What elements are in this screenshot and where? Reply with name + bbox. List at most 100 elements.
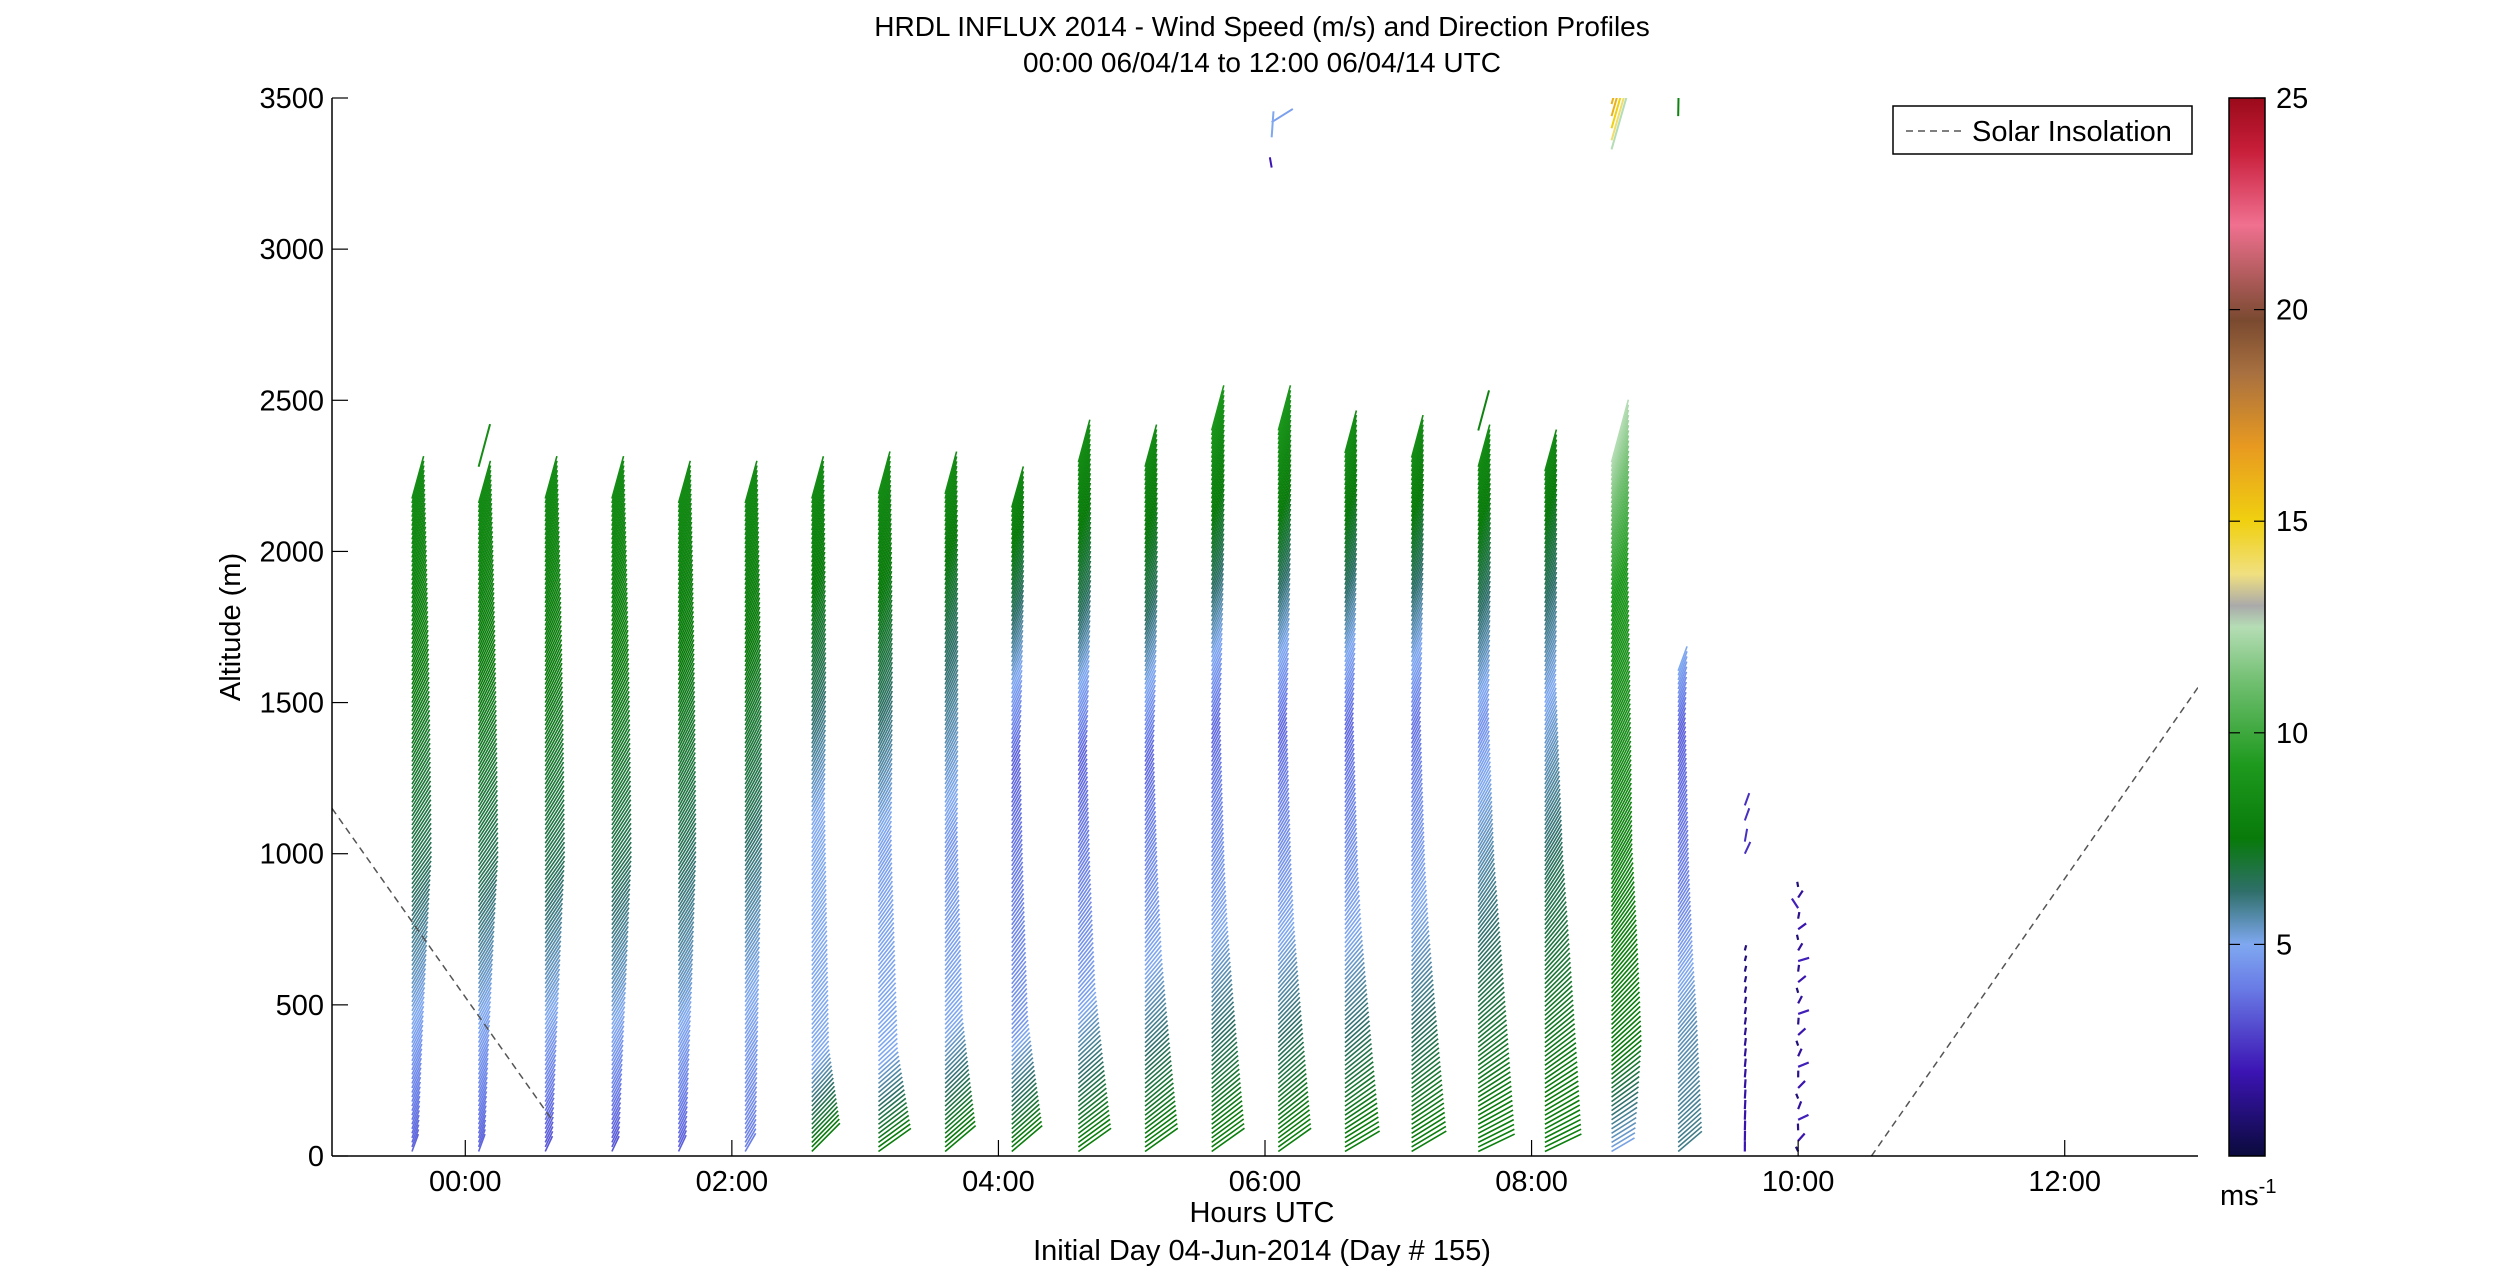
wind-barb (877, 796, 893, 821)
wind-barb (611, 846, 632, 876)
wind-barb (1677, 1015, 1698, 1039)
wind-barb (1144, 526, 1158, 563)
wind-barb (1610, 656, 1631, 699)
wind-barb (677, 615, 695, 653)
wind-barb (1144, 833, 1157, 853)
wind-barb (1477, 522, 1492, 558)
wind-barb (411, 592, 428, 631)
wind-barb (1344, 1011, 1370, 1035)
wind-barb (1077, 973, 1096, 994)
wind-barb (1544, 994, 1574, 1021)
wind-barb (477, 1038, 490, 1062)
wind-barb (544, 667, 563, 703)
wind-barb (1477, 551, 1492, 585)
wind-barb (611, 610, 629, 649)
wind-barb (677, 893, 696, 921)
wind-barb (677, 785, 697, 817)
wind-barb (1610, 948, 1639, 980)
wind-barb (611, 474, 625, 517)
wind-barb (1144, 1123, 1178, 1148)
wind-barb (1077, 680, 1090, 703)
wind-barb (744, 833, 763, 862)
wind-barb (1144, 575, 1158, 608)
wind-barb (544, 690, 564, 726)
wind-barb (411, 860, 432, 889)
wind-barb (1544, 815, 1562, 844)
wind-barb (544, 1040, 558, 1062)
wind-barb (477, 851, 499, 880)
wind-barb (877, 996, 897, 1016)
wind-barb (1344, 725, 1355, 744)
wind-barb (1477, 536, 1492, 572)
wind-barb (477, 629, 496, 667)
wind-barb (1677, 775, 1688, 794)
wind-barb (611, 1054, 624, 1075)
wind-barb (1344, 993, 1368, 1017)
wind-barb (677, 484, 692, 526)
wind-barb (544, 761, 565, 794)
wind-barb (677, 1020, 691, 1044)
wind-barb (1077, 419, 1091, 463)
wind-barb (1610, 1005, 1641, 1035)
wind-barb (1410, 547, 1424, 581)
wind-barb (944, 616, 959, 649)
wind-barb (744, 941, 761, 966)
wind-barb (1344, 823, 1358, 844)
wind-barb (1077, 1065, 1105, 1089)
wind-barb (1344, 557, 1358, 590)
wind-barb (611, 775, 632, 808)
wind-barb (811, 661, 827, 694)
wind-barb (1544, 1042, 1577, 1066)
wind-barbs (411, 98, 1810, 1153)
wind-barb (1210, 543, 1225, 576)
wind-barb (477, 996, 492, 1021)
wind-barb (1477, 743, 1491, 767)
wind-barb (1011, 694, 1023, 717)
wind-barb (944, 731, 959, 758)
wind-barb (544, 898, 564, 926)
wind-barb (811, 1081, 835, 1107)
wind-barb (811, 898, 827, 921)
wind-barb (1410, 773, 1423, 794)
wind-barb (877, 489, 892, 531)
wind-barb (411, 1086, 421, 1107)
wind-barb (1277, 399, 1292, 445)
wind-barb (1210, 548, 1225, 581)
wind-barb (1344, 454, 1358, 495)
wind-barb (411, 719, 431, 753)
wind-barb (1344, 899, 1361, 921)
wind-barb (1011, 709, 1022, 731)
wind-barb (1077, 946, 1095, 967)
wind-barb (677, 1034, 691, 1057)
wind-barb (1411, 952, 1432, 976)
wind-barb (1610, 914, 1637, 948)
wind-barb (611, 648, 630, 685)
wind-barb (611, 841, 632, 871)
wind-barb (877, 456, 891, 499)
wind-barb (744, 979, 760, 1003)
wind-barb (1611, 1122, 1637, 1139)
wind-barb (477, 1105, 487, 1125)
wind-barb (1344, 1061, 1374, 1085)
wind-barb (1544, 634, 1557, 663)
wind-barb (544, 832, 566, 862)
wind-barb (1277, 474, 1292, 513)
wind-barb (544, 601, 562, 640)
wind-barb (877, 853, 893, 876)
wind-barb (1610, 857, 1634, 894)
wind-barb (811, 1045, 830, 1066)
wind-barb (877, 1051, 899, 1071)
wind-barb (1677, 966, 1695, 989)
wind-barb (877, 977, 897, 998)
wind-barb (1210, 538, 1225, 572)
wind-barb (1344, 572, 1357, 604)
wind-barb (744, 625, 761, 663)
wind-barb (1410, 463, 1425, 504)
wind-barb (1544, 700, 1558, 726)
wind-barb (677, 1058, 690, 1080)
wind-barb (1610, 501, 1630, 554)
wind-barb (611, 714, 631, 749)
wind-barb (1410, 543, 1424, 576)
wind-barb (544, 1044, 557, 1066)
wind-barb (1277, 503, 1292, 540)
